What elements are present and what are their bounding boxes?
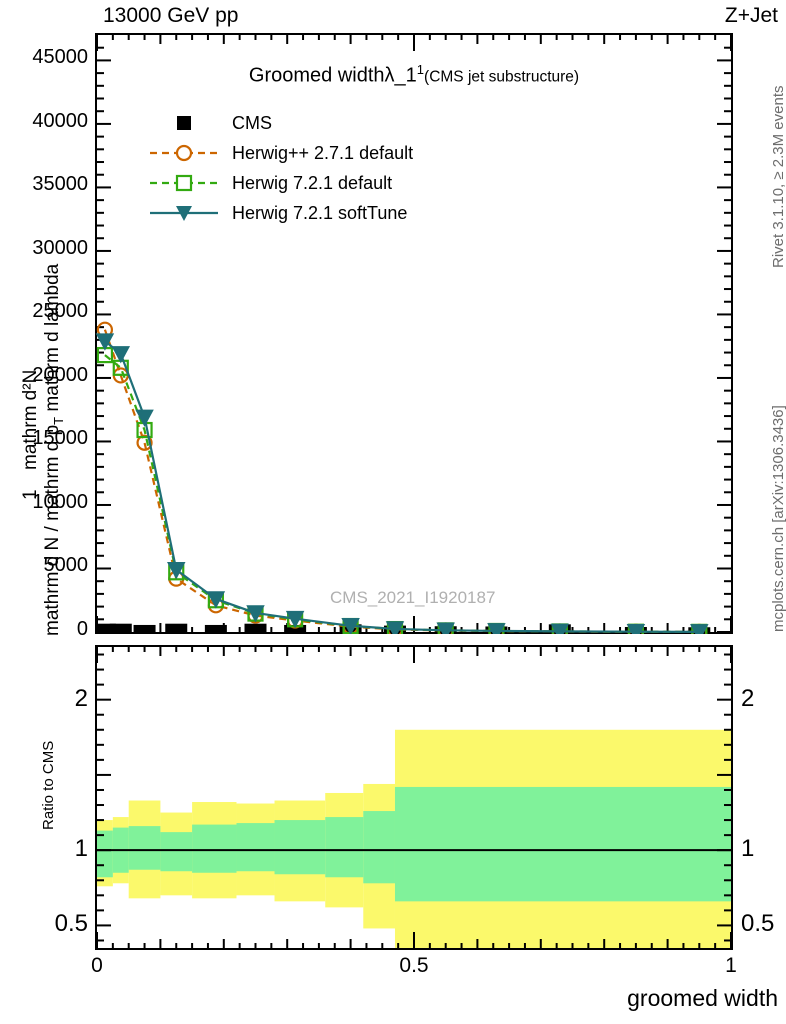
x-axis-title: groomed width: [627, 985, 778, 1011]
ratio-y-axis-title: Ratio to CMS: [40, 740, 57, 830]
legend-marker-3: [148, 200, 220, 226]
y-tick-label: 45000: [32, 46, 88, 69]
legend-label: Herwig 7.2.1 softTune: [232, 202, 408, 223]
analysis-watermark: CMS_2021_I1920187: [330, 588, 496, 607]
legend-entry: Herwig 7.2.1 softTune: [148, 198, 413, 228]
y-tick-label: 25000: [32, 300, 88, 323]
legend-entry: Herwig++ 2.7.1 default: [148, 138, 413, 168]
y-tick-label: 0: [76, 618, 88, 640]
ratio-y-tick-label-right: 0.5: [741, 910, 775, 938]
y-tick-label: 15000: [32, 427, 88, 450]
ratio-y-tick-label: 1: [74, 835, 88, 863]
plot-title: Groomed widthλ_11(CMS jet substructure): [95, 62, 733, 88]
legend-entry: Herwig 7.2.1 default: [148, 168, 413, 198]
y-tick-label: 20000: [32, 363, 88, 386]
ratio-uncertainty-bands: [97, 729, 731, 948]
y-axis-title-part: N: [42, 536, 63, 551]
legend-label: CMS: [232, 112, 272, 133]
plot-title-main: Groomed width: [248, 64, 385, 87]
plot-title-lambda: λ_1: [384, 64, 417, 87]
right-label-mcplots: mcplots.cern.ch [arXiv:1306.3436]: [770, 405, 786, 632]
main-plot-canvas: [95, 35, 732, 634]
y-axis-subscript: T: [50, 416, 66, 425]
y-tick-label: 35000: [32, 173, 88, 196]
ratio-y-tick-label-right: 1: [741, 835, 755, 863]
ratio-axis-ticks: [96, 647, 732, 948]
y-axis-title-part: mathrm d lambda: [42, 263, 63, 417]
legend-marker-0: [148, 110, 220, 136]
y-axis-title-one: 1: [20, 489, 41, 500]
header-beam-label: 13000 GeV pp: [103, 4, 239, 27]
ratio-y-tick-label: 0.5: [54, 910, 88, 938]
ratio-plot-canvas: [96, 647, 732, 948]
y-axis-title-part: mathrm d: [42, 550, 63, 636]
legend-marker-1: [148, 140, 220, 166]
right-label-rivet: Rivet 3.1.10, ≥ 2.3M events: [770, 85, 786, 269]
header-process-label: Z+Jet: [724, 4, 778, 27]
legend-entry: CMS: [148, 108, 413, 138]
x-tick-label: 0: [91, 954, 103, 977]
legend: CMS Herwig++ 2.7.1 default Herwig 7.2.1 de…: [148, 108, 413, 228]
plot-title-paren: (CMS jet substructure): [424, 68, 580, 86]
y-axis-title-part: / mathrm d p: [42, 424, 63, 537]
y-axis-title-numerator: mathrm d²N: [20, 369, 41, 470]
legend-label: Herwig 7.2.1 default: [232, 172, 393, 193]
y-tick-label: 40000: [32, 109, 88, 132]
x-tick-label: 0.5: [399, 954, 429, 977]
ratio-y-tick-label-right: 2: [741, 684, 755, 712]
legend-marker-2: [148, 170, 220, 196]
x-tick-label: 1: [725, 954, 737, 977]
main-data-curves: [95, 321, 711, 634]
y-tick-label: 10000: [32, 490, 88, 513]
y-tick-label: 30000: [32, 236, 88, 259]
plot-title-exponent: 1: [416, 62, 425, 77]
y-tick-label: 5000: [43, 554, 89, 577]
legend-label: Herwig++ 2.7.1 default: [232, 142, 414, 163]
main-plot-panel: [95, 33, 733, 634]
ratio-y-tick-label: 2: [74, 684, 88, 712]
y-axis-title-denominator: mathrm d N / mathrm d pT mathrm d lambda: [42, 264, 66, 636]
